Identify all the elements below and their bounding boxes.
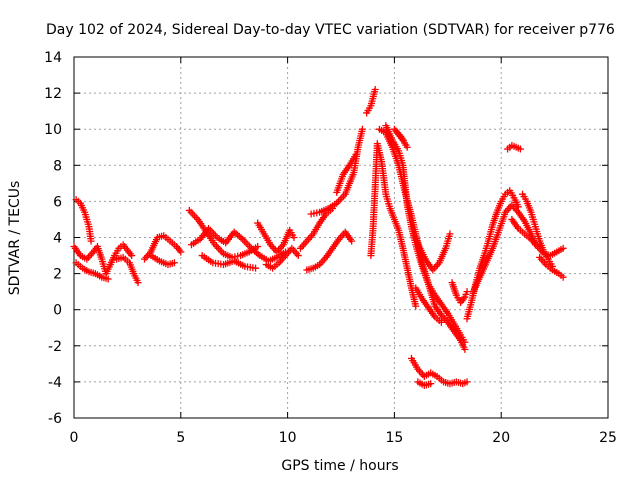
y-tick-label: 12 (44, 86, 62, 102)
data-point (461, 345, 469, 353)
series-arc-k (262, 244, 302, 272)
data-point (463, 288, 471, 296)
data-point (252, 264, 260, 272)
y-tick-label: 6 (53, 194, 62, 210)
series-arc-a (70, 241, 136, 278)
series-arc-x (414, 378, 435, 390)
data-point (128, 252, 136, 260)
data-point (104, 275, 112, 283)
chart-title: Day 102 of 2024, Sidereal Day-to-day VTE… (46, 22, 615, 38)
data-point (352, 150, 360, 158)
series-arc-m (303, 228, 356, 274)
axis-ticks (73, 56, 609, 419)
data-point (446, 230, 454, 238)
series-arc-s (382, 122, 469, 353)
series-arc-v (412, 284, 445, 326)
data-point (463, 378, 471, 386)
y-tick-label: -2 (48, 339, 62, 355)
data-point (399, 136, 407, 144)
data-point (559, 273, 567, 281)
x-tick-label: 5 (176, 430, 185, 446)
y-tick-label: 2 (53, 267, 62, 283)
y-tick-label: 8 (53, 158, 62, 174)
series-arc-w (407, 354, 471, 388)
y-tick-label: 4 (53, 231, 62, 247)
data-point (358, 125, 366, 133)
x-tick-label: 10 (279, 430, 297, 446)
series-arc-b (72, 196, 95, 245)
data-point (294, 252, 302, 260)
data-point (87, 237, 95, 245)
data-point (134, 279, 142, 287)
y-tick-label: -6 (48, 411, 62, 427)
x-tick-label: 15 (385, 430, 403, 446)
series-arc-j (254, 219, 298, 256)
data-point (559, 244, 567, 252)
x-tick-label: 0 (70, 430, 79, 446)
series-arc-ae (504, 141, 524, 153)
data-point (516, 145, 524, 153)
series-arc-o (333, 150, 360, 196)
data-point (412, 302, 420, 310)
series-arc-p (363, 85, 379, 117)
data-point (371, 85, 379, 93)
data-point (254, 243, 262, 251)
y-axis-title: SDTVAR / TECUs (7, 181, 23, 296)
series-arc-z (463, 187, 522, 323)
series-arc-ac (519, 190, 556, 270)
series-arc-t (390, 125, 411, 151)
data-point (170, 259, 178, 267)
y-tick-label: 14 (44, 50, 62, 66)
data-point (427, 380, 435, 388)
series-arc-c (72, 259, 112, 283)
x-axis-title: GPS time / hours (281, 458, 398, 474)
data-point (177, 248, 185, 256)
series-arc-i (198, 252, 260, 272)
data-points (70, 85, 567, 390)
x-tick-label: 20 (492, 430, 510, 446)
series-arc-h (187, 224, 289, 265)
x-tick-label: 25 (599, 430, 617, 446)
series-arc-d (113, 253, 142, 287)
y-tick-label: 0 (53, 303, 62, 319)
grid-lines (74, 57, 608, 418)
data-point (437, 318, 445, 326)
series-arc-q (367, 140, 420, 310)
series-arc-f (147, 252, 178, 269)
series-arc-e (140, 232, 185, 263)
series-arc-ad (536, 253, 567, 281)
series-arc-g (185, 206, 262, 261)
y-tick-label: -4 (48, 375, 62, 391)
tick-labels: 0 5 10 15 20 25 -6 -4 -2 0 2 4 6 8 10 12 14 (44, 50, 617, 446)
y-tick-label: 10 (44, 122, 62, 138)
series-arc-y (448, 279, 471, 306)
series-arc-u (410, 230, 454, 274)
data-point (348, 237, 356, 245)
data-point (290, 234, 298, 241)
